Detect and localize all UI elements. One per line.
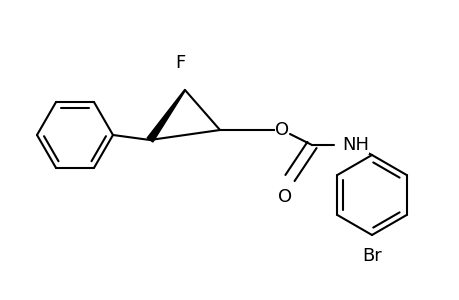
Text: NH: NH xyxy=(341,136,368,154)
Text: Br: Br xyxy=(361,247,381,265)
Text: O: O xyxy=(277,188,291,206)
Text: O: O xyxy=(274,121,288,139)
Text: F: F xyxy=(174,54,185,72)
Polygon shape xyxy=(147,90,185,142)
